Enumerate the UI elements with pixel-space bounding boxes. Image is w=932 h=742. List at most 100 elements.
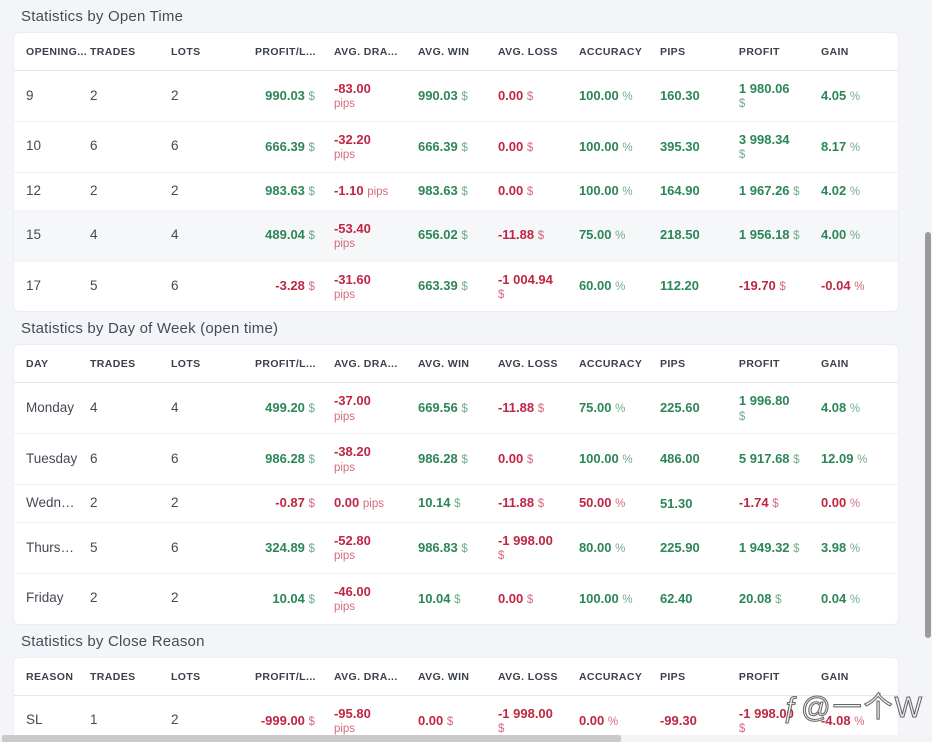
column-header[interactable]: TRADES — [89, 657, 171, 696]
table-cell: -1.74 $ — [738, 484, 821, 524]
table-row[interactable]: Thursday 5 6 324.89 $ -52.80 pips 986.83 $ -1 9… — [14, 522, 898, 574]
table-cell: 218.50 — [659, 210, 739, 262]
column-header[interactable]: PIPS — [659, 33, 739, 71]
table-row[interactable]: Tuesday 6 6 986.28 $ -38.20 pips 986.28 $0.00 … — [14, 433, 898, 486]
column-header[interactable]: PROFIT/L... — [254, 33, 334, 71]
horizontal-scrollbar-track[interactable] — [0, 735, 932, 742]
column-header[interactable]: AVG. DRA... — [333, 33, 418, 71]
cell-value: 986.28 — [417, 451, 458, 467]
cell-unit: $ — [461, 90, 468, 103]
column-header[interactable]: AVG. DRA... — [333, 345, 418, 384]
table-row[interactable]: Monday 4 4 499.20 $ -37.00 pips 669.56 $ -11.88… — [14, 382, 898, 435]
column-header[interactable]: LOTS — [170, 657, 255, 696]
table-cell: 669.56 $ — [417, 382, 498, 435]
table-row[interactable]: Wednes... 2 2 -0.87 $0.00 pips 10.14 $ -11.88… — [14, 484, 898, 524]
table-cell: -46.00 pips — [334, 573, 418, 623]
cell-unit: pips — [333, 410, 356, 423]
column-header[interactable]: REASON — [14, 657, 90, 696]
table-cell: 4 — [89, 210, 171, 262]
stats-section: Statistics by Close Reason REASON TRADES LO… — [13, 625, 932, 742]
table-cell: 1 949.32 $ — [738, 522, 821, 574]
cell-value: 10.14 — [417, 495, 451, 511]
column-header[interactable]: ACCURACY — [578, 33, 660, 71]
column-header[interactable]: ACCURACY — [578, 345, 660, 384]
column-header[interactable]: AVG. WIN — [417, 345, 498, 384]
table-cell: 4 — [89, 382, 171, 435]
table-row[interactable]: 17 5 6 -3.28 $ -31.60 pips 663.39 $ -1 004.94 $6… — [14, 261, 898, 311]
column-header[interactable]: PIPS — [659, 345, 739, 384]
cell-value: 60.00 — [578, 278, 612, 294]
column-header[interactable]: ACCURACY — [578, 657, 660, 696]
column-header[interactable]: AVG. LOSS — [497, 345, 579, 384]
cell-unit: $ — [738, 149, 746, 162]
cell-unit: $ — [526, 593, 534, 606]
table-row[interactable]: 9 2 2 990.03 $ -83.00 pips 990.03 $0.00 $100.0… — [14, 70, 898, 122]
table-cell: 1 — [89, 695, 171, 742]
cell-unit: $ — [308, 90, 315, 103]
column-header[interactable]: AVG. WIN — [417, 33, 498, 71]
column-header[interactable]: PROFIT/L... — [254, 657, 334, 696]
column-header[interactable]: OPENING... — [14, 33, 90, 71]
stats-section: Statistics by Open Time OPENING... TRADES L… — [13, 0, 932, 313]
table-cell: 4.00 % — [820, 210, 898, 262]
cell-unit: % — [622, 90, 633, 103]
table-cell: 0.00 pips — [333, 484, 418, 524]
cell-unit: $ — [308, 454, 315, 467]
cell-value: -1 998.00 — [738, 705, 794, 721]
table-cell: 2 — [170, 484, 255, 524]
cell-unit: % — [854, 715, 865, 728]
column-header[interactable]: PIPS — [659, 657, 739, 696]
column-header[interactable]: PROFIT — [738, 345, 821, 384]
vertical-scrollbar-thumb[interactable] — [925, 232, 931, 638]
table-row[interactable]: 12 2 2 983.63 $ -1.10 pips 983.63 $0.00 $100.… — [14, 172, 898, 211]
column-header[interactable]: GAIN — [820, 345, 898, 384]
cell-value: 0.00 — [497, 87, 524, 103]
table-cell: -37.00 pips — [333, 382, 418, 435]
cell-unit: % — [854, 281, 865, 294]
cell-value: 0.00 — [417, 712, 444, 728]
cell-unit: $ — [461, 542, 468, 555]
table-row[interactable]: SL 1 2 -999.00 $ -95.80 pips 0.00 $ -1 998.00 $0… — [14, 695, 898, 742]
table-cell: 2 — [170, 695, 255, 742]
cell-value: 8.17 — [820, 138, 847, 154]
column-header[interactable]: AVG. DRA... — [333, 657, 418, 696]
table-cell: 20.08 $ — [739, 573, 821, 623]
table-cell: -1 998.00 $ — [738, 695, 821, 742]
table-cell: 225.90 — [659, 522, 739, 574]
cell-unit: $ — [526, 141, 534, 154]
cell-unit: $ — [772, 498, 779, 511]
column-header[interactable]: PROFIT — [738, 657, 821, 696]
horizontal-scrollbar-thumb[interactable] — [2, 735, 621, 742]
cell-unit: $ — [454, 498, 461, 511]
cell-value: 50.00 — [578, 495, 612, 511]
table-cell: 10 — [14, 121, 90, 173]
column-header[interactable]: AVG. LOSS — [497, 657, 579, 696]
column-header[interactable]: GAIN — [820, 657, 898, 696]
cell-unit: % — [849, 90, 861, 103]
column-header[interactable]: GAIN — [820, 33, 898, 71]
cell-unit: % — [849, 542, 861, 555]
table-cell: 656.02 $ — [417, 210, 498, 262]
column-header[interactable]: PROFIT — [738, 33, 821, 71]
cell-value: -19.70 — [738, 278, 776, 294]
column-header[interactable]: AVG. WIN — [417, 657, 498, 696]
column-header[interactable]: PROFIT/L... — [254, 345, 334, 384]
table-cell: -1 998.00 $ — [497, 695, 579, 742]
column-header[interactable]: DAY — [14, 345, 90, 384]
column-header[interactable]: LOTS — [170, 33, 255, 71]
table-cell: 2 — [170, 70, 255, 122]
column-header[interactable]: LOTS — [170, 345, 255, 384]
table-row[interactable]: 15 4 4 489.04 $ -53.40 pips 656.02 $ -11.88 $75… — [14, 210, 898, 262]
cell-unit: pips — [333, 723, 356, 736]
table-row[interactable]: 10 6 6 666.39 $ -32.20 pips 666.39 $0.00 $100.… — [14, 121, 898, 173]
column-header[interactable]: AVG. LOSS — [497, 33, 579, 71]
table-cell: 4.08 % — [820, 382, 898, 435]
table-row[interactable]: Friday 2 2 10.04 $ -46.00 pips 10.04 $0.00 $10… — [14, 573, 898, 623]
cell-value: -53.40 — [333, 220, 371, 236]
table-cell: 80.00 % — [578, 522, 660, 574]
column-header[interactable]: TRADES — [89, 33, 171, 71]
column-header[interactable]: TRADES — [89, 345, 171, 384]
header-row: REASON TRADES LOTS PROFIT/L... AVG. DRA... AV… — [14, 657, 898, 696]
cell-unit: $ — [537, 230, 545, 243]
cell-value: 983.63 — [417, 183, 458, 199]
